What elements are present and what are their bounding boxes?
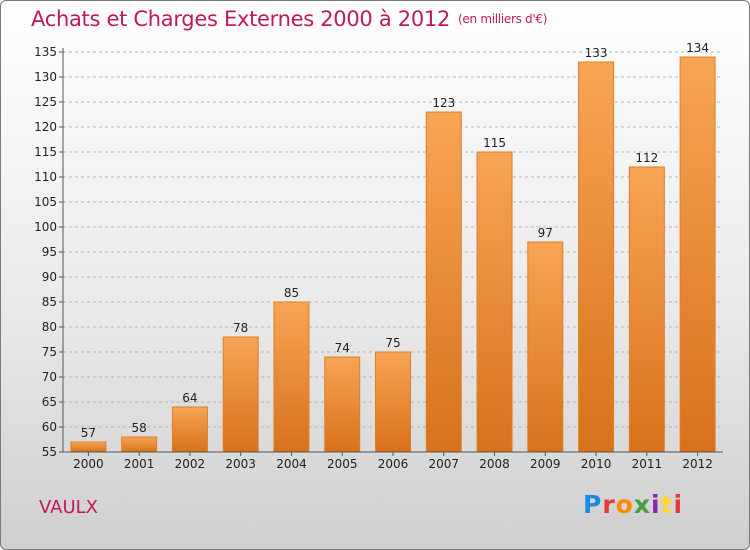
value-label-2005: 74 [335,341,350,355]
y-tick-label: 55 [42,445,57,459]
logo-letter: i [673,490,684,519]
bar-2001 [121,436,158,453]
y-tick-label: 95 [42,245,57,259]
value-label-2000: 57 [81,426,96,440]
x-tick-label-2010: 2010 [581,457,612,471]
y-tick-label: 80 [42,320,57,334]
logo-letter: r [602,490,616,519]
y-tick-label: 120 [34,120,57,134]
x-tick-label-2007: 2007 [428,457,459,471]
value-label-2002: 64 [182,391,197,405]
bar-2006 [375,351,411,453]
x-tick-label-2011: 2011 [632,457,663,471]
bar-2005 [324,356,361,453]
y-tick-label: 125 [34,95,57,109]
y-tick-label: 115 [34,145,57,159]
x-tick-label-2003: 2003 [225,457,256,471]
value-label-2006: 75 [385,336,400,350]
value-label-2001: 58 [132,421,147,435]
logo-letter: P [583,490,603,519]
chart-unit: (en milliers d'€) [458,12,548,26]
x-tick-label-2009: 2009 [530,457,561,471]
value-label-2007: 123 [432,96,455,110]
bar-2008 [476,151,513,453]
bar-2000 [70,441,107,453]
chart-title: Achats et Charges Externes 2000 à 2012 (e… [31,7,548,31]
y-tick-label: 110 [34,170,57,184]
logo-letter: i [651,490,661,519]
y-tick-label: 75 [42,345,57,359]
x-tick-label-2012: 2012 [682,457,713,471]
bar-2003 [222,336,259,453]
x-tick-label-2004: 2004 [276,457,307,471]
value-label-2009: 97 [538,226,553,240]
logo-letter: o [615,490,634,519]
x-tick-label-2000: 2000 [73,457,104,471]
bars [70,56,716,453]
value-label-2003: 78 [233,321,248,335]
value-label-2004: 85 [284,286,299,300]
y-tick-label: 70 [42,370,57,384]
x-tick-label-2002: 2002 [175,457,206,471]
bar-2002 [171,406,208,453]
x-tick-label-2001: 2001 [124,457,155,471]
x-tick-label-2006: 2006 [378,457,409,471]
axes: 55 60 65 70 75 80 85 90 95 100 105 110 115 120 125 130 1… [34,45,723,471]
bar-2009 [527,241,564,453]
y-tick-label: 100 [34,220,57,234]
place-name: VAULX [39,497,99,518]
x-tick-label-2008: 2008 [479,457,510,471]
bar-2011 [628,166,665,453]
y-tick-label: 130 [34,70,57,84]
y-tick-label: 65 [42,395,57,409]
proxiti-logo: Proxiti [583,490,683,519]
bar-2012 [679,56,716,453]
logo-letter: t [660,490,674,519]
bar-2004 [273,301,310,453]
value-label-2010: 133 [585,46,608,60]
y-tick-label: 105 [34,195,57,209]
bar-2010 [578,61,615,453]
data-labels: 57 58 64 78 85 74 75 123 115 97 133 112 134 [81,41,709,440]
y-tick-label: 135 [34,45,57,59]
bar-2007 [425,111,462,453]
logo-letter: x [633,490,651,519]
x-tick-label-2005: 2005 [327,457,358,471]
y-tick-label: 60 [42,420,57,434]
y-tick-label: 85 [42,295,57,309]
value-label-2011: 112 [635,151,658,165]
value-label-2008: 115 [483,136,506,150]
y-tick-label: 90 [42,270,57,284]
value-label-2012: 134 [686,41,709,55]
